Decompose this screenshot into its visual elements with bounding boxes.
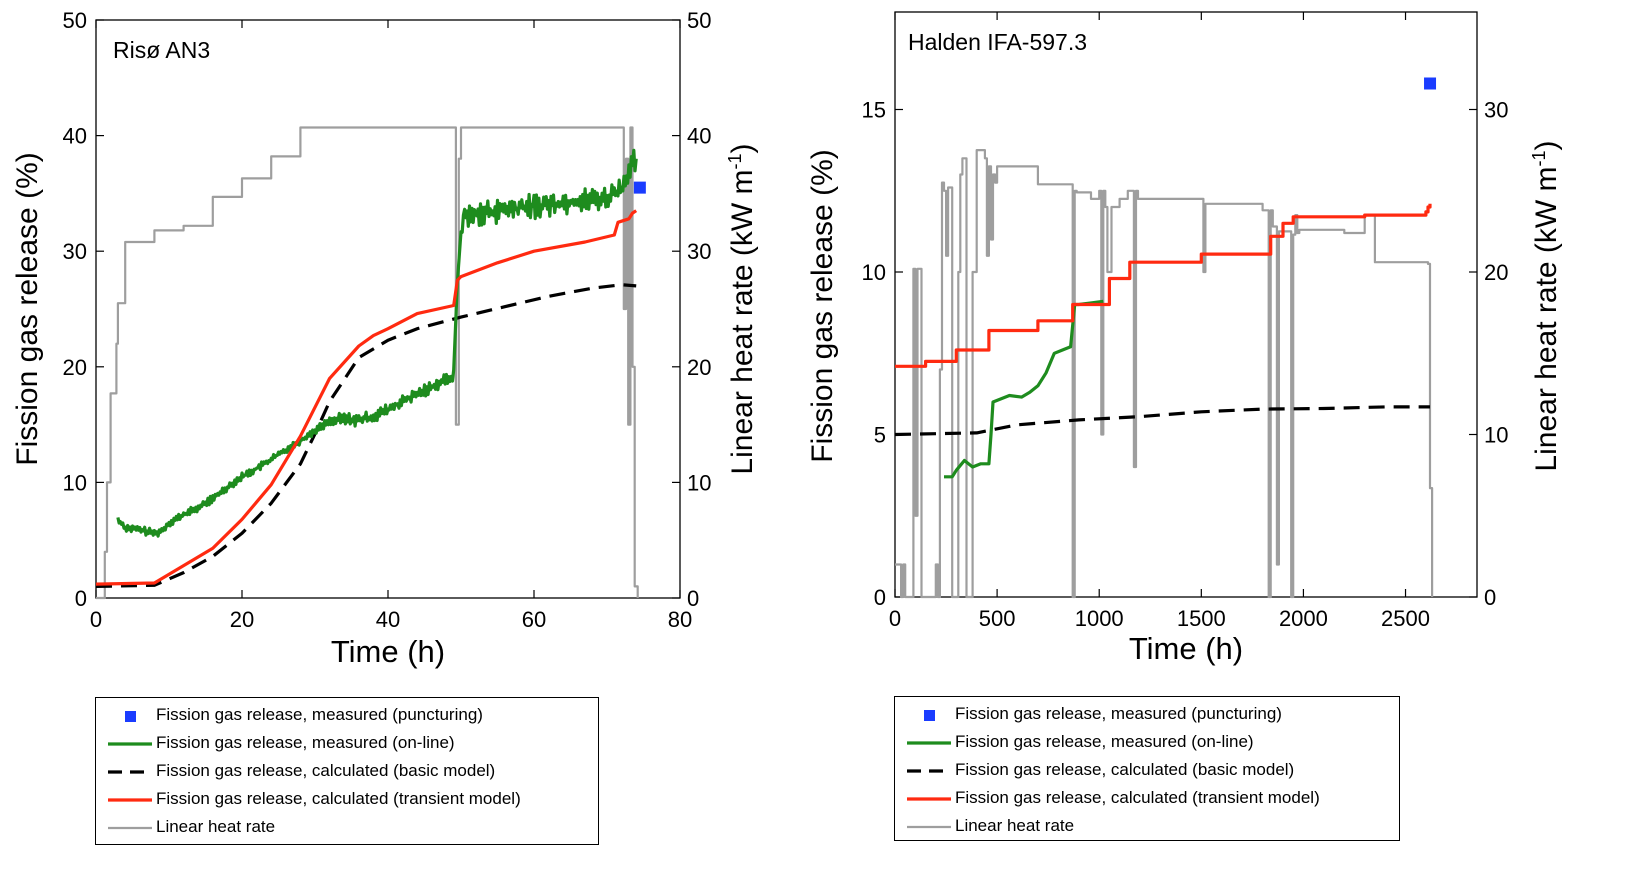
x-tick-label: 500 [979, 606, 1016, 631]
marker-puncturing [633, 181, 646, 194]
y-axis-label: Fission gas release (%) [806, 149, 839, 462]
y2-tick-label: 50 [687, 8, 711, 33]
legend-swatch-basic [907, 769, 951, 773]
y-tick-label: 10 [862, 260, 886, 285]
chart-halden-ifa-597-3: Halden IFA-597.3 Time (h) Fission gas re… [806, 11, 1563, 666]
legend-label: Fission gas release, measured (on-line) [955, 732, 1254, 751]
legend-swatch-online [108, 742, 152, 746]
y2-tick-label: 30 [687, 239, 711, 264]
legend-swatch-punct [924, 710, 935, 721]
y2-tick-label: 10 [1484, 423, 1508, 448]
legend-item-basic: Fission gas release, calculated (basic m… [895, 756, 1399, 784]
series-line-transient-model [95, 209, 638, 586]
y2-axis-label: Linear heat rate (kW m-1) [1529, 140, 1563, 471]
series-line-basic-model [95, 283, 637, 588]
legend-label: Fission gas release, measured (on-line) [156, 733, 455, 752]
legend-label: Fission gas release, measured (puncturin… [955, 704, 1282, 723]
legend-label: Linear heat rate [955, 816, 1075, 835]
legend-item-heat: Linear heat rate [96, 813, 598, 841]
y2-tick-label: 30 [1484, 98, 1508, 123]
series-line-transient-model [895, 203, 1432, 368]
x-tick-label: 60 [522, 607, 546, 632]
x-tick-label: 2500 [1381, 606, 1430, 631]
x-tick-label: 80 [668, 607, 692, 632]
x-tick-label: 1000 [1075, 606, 1124, 631]
y-tick-label: 5 [874, 423, 886, 448]
legend-swatch-heat [108, 826, 152, 830]
legend-item-transient: Fission gas release, calculated (transie… [895, 784, 1399, 812]
legend-label: Fission gas release, calculated (transie… [955, 788, 1320, 807]
y2-tick-label: 40 [687, 124, 711, 149]
x-axis-label: Time (h) [1129, 631, 1243, 666]
y-axis-label: Fission gas release (%) [11, 152, 44, 465]
series-line-heat-rate [895, 149, 1434, 599]
x-tick-label: 0 [889, 606, 901, 631]
chart-riso-an3: Risø AN3 Time (h) Fission gas release (%… [11, 8, 759, 669]
series-line-online [944, 299, 1104, 479]
y2-tick-label: 0 [687, 586, 699, 611]
legend-item-online: Fission gas release, measured (on-line) [895, 728, 1399, 756]
legend-swatch-heat [907, 825, 951, 829]
y-tick-label: 0 [75, 586, 87, 611]
legend-swatch-basic [108, 770, 152, 774]
plot-frame [95, 19, 681, 599]
legend-swatch-punct [125, 711, 136, 722]
legend-item-punct: Fission gas release, measured (puncturin… [895, 700, 1399, 728]
y2-axis-label: Linear heat rate (kW m-1) [725, 143, 759, 474]
legend-label: Fission gas release, measured (puncturin… [156, 705, 483, 724]
x-tick-label: 2000 [1279, 606, 1328, 631]
legend-item-punct: Fission gas release, measured (puncturin… [96, 701, 598, 729]
legend-label: Linear heat rate [156, 817, 276, 836]
y-tick-label: 0 [874, 585, 886, 610]
x-tick-label: 1500 [1177, 606, 1226, 631]
legend-item-transient: Fission gas release, calculated (transie… [96, 785, 598, 813]
legend-label: Fission gas release, calculated (basic m… [955, 760, 1295, 779]
legend-right: Fission gas release, measured (puncturin… [894, 696, 1400, 841]
y-tick-label: 50 [63, 8, 87, 33]
y2-tick-label: 20 [687, 355, 711, 380]
legend-swatch-online [907, 741, 951, 745]
chart-annotation: Halden IFA-597.3 [908, 29, 1087, 55]
series-line-online [116, 148, 638, 538]
legend-item-heat: Linear heat rate [895, 812, 1399, 840]
series-line-basic-model [894, 405, 1430, 437]
legend-swatch-transient [108, 798, 152, 802]
y-tick-label: 30 [63, 239, 87, 264]
legend-swatch-transient [907, 797, 951, 801]
y2-tick-label: 0 [1484, 585, 1496, 610]
tick-group: 0 500 1000 1500 2000 2500 0 5 10 15 0 10 20 30 [862, 12, 1508, 631]
legend-item-basic: Fission gas release, calculated (basic m… [96, 757, 598, 785]
chart-annotation: Risø AN3 [113, 37, 210, 63]
x-tick-label: 20 [230, 607, 254, 632]
plot-frame [894, 11, 1478, 598]
x-axis-label: Time (h) [331, 634, 445, 669]
x-tick-label: 0 [90, 607, 102, 632]
y2-tick-label: 10 [687, 470, 711, 495]
y-tick-label: 10 [63, 470, 87, 495]
legend-item-online: Fission gas release, measured (on-line) [96, 729, 598, 757]
marker-puncturing [1424, 77, 1437, 90]
legend-label: Fission gas release, calculated (basic m… [156, 761, 496, 780]
y-tick-label: 40 [63, 124, 87, 149]
legend-left: Fission gas release, measured (puncturin… [95, 697, 599, 845]
y-tick-label: 15 [862, 98, 886, 123]
series-group [95, 126, 646, 600]
y-tick-label: 20 [63, 355, 87, 380]
legend-label: Fission gas release, calculated (transie… [156, 789, 521, 808]
series-group [894, 77, 1437, 599]
y2-tick-label: 20 [1484, 260, 1508, 285]
x-tick-label: 40 [376, 607, 400, 632]
series-line-heat-rate [96, 126, 639, 600]
